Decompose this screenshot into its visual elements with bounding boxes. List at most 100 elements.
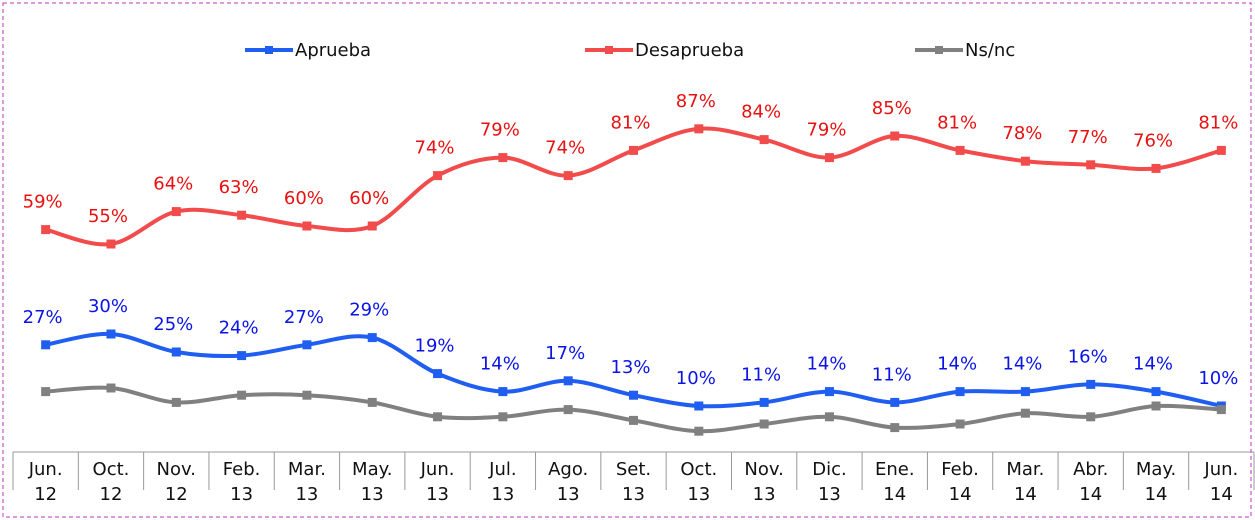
x-tick-label: 12 [100, 484, 123, 505]
point [433, 369, 443, 379]
x-tick-label: 13 [753, 484, 776, 505]
x-tick-label: 13 [230, 484, 253, 505]
data-label: 14% [937, 354, 977, 375]
point [237, 390, 247, 400]
data-label: 10% [676, 368, 716, 389]
x-tick-label: Mar. [288, 459, 326, 480]
data-label: 16% [1068, 346, 1108, 367]
data-label: 10% [1198, 368, 1238, 389]
point [367, 221, 377, 231]
point [955, 387, 965, 397]
legend-marker [605, 46, 613, 54]
x-tick-label: 14 [949, 484, 972, 505]
point [237, 351, 247, 361]
x-tick-label: Mar. [1006, 459, 1044, 480]
point [1151, 387, 1161, 397]
data-label: 27% [23, 307, 63, 328]
point [498, 412, 508, 422]
x-tick-label: 12 [165, 484, 188, 505]
data-label: 77% [1068, 127, 1108, 148]
data-label: 14% [1133, 354, 1173, 375]
point [106, 383, 116, 393]
point [759, 135, 769, 145]
point [106, 329, 116, 339]
point [367, 397, 377, 407]
x-tick-label: 13 [361, 484, 384, 505]
x-tick-label: May. [1136, 459, 1176, 480]
point [1020, 156, 1030, 166]
x-tick-label: 13 [557, 484, 580, 505]
data-label: 87% [676, 91, 716, 112]
data-label: 14% [1002, 354, 1042, 375]
data-label: 81% [937, 112, 977, 133]
point [890, 397, 900, 407]
legend-marker [935, 46, 943, 54]
data-label: 60% [349, 188, 389, 209]
x-tick-label: Ene. [875, 459, 915, 480]
x-tick-label: Jun. [28, 459, 63, 480]
x-tick-label: 13 [818, 484, 841, 505]
x-tick-label: Set. [616, 459, 651, 480]
data-label: 84% [741, 102, 781, 123]
x-tick-label: 14 [1079, 484, 1102, 505]
data-label: 74% [545, 138, 585, 159]
point [433, 412, 443, 422]
x-tick-label: Oct. [93, 459, 130, 480]
point [41, 387, 51, 397]
point [694, 124, 704, 134]
x-tick-label: 13 [295, 484, 318, 505]
point [1151, 163, 1161, 173]
point [1086, 412, 1096, 422]
point [955, 145, 965, 155]
point [694, 401, 704, 411]
x-tick-label: Oct. [680, 459, 717, 480]
legend-label: Aprueba [295, 40, 371, 61]
point [1086, 379, 1096, 389]
x-tick-label: Jun. [1203, 459, 1238, 480]
point [824, 153, 834, 163]
point [629, 415, 638, 425]
x-tick-label: 14 [1210, 484, 1233, 505]
point [955, 419, 965, 429]
legend-marker [265, 46, 273, 54]
data-label: 11% [872, 364, 912, 385]
point [171, 207, 181, 217]
x-tick-label: 13 [622, 484, 645, 505]
x-tick-label: 13 [687, 484, 710, 505]
data-label: 85% [872, 98, 912, 119]
data-label: 30% [88, 296, 128, 317]
x-tick-label: Dic. [812, 459, 846, 480]
x-tick-label: 13 [491, 484, 514, 505]
x-tick-label: 14 [1145, 484, 1168, 505]
data-label: 17% [545, 343, 585, 364]
data-label: 81% [1198, 112, 1238, 133]
x-tick-label: Jul. [488, 459, 516, 480]
data-label: 19% [415, 336, 455, 357]
point [302, 340, 312, 350]
point [41, 225, 51, 235]
data-label: 78% [1002, 123, 1042, 144]
point [1151, 401, 1161, 411]
x-tick-label: 14 [883, 484, 906, 505]
point [563, 376, 573, 386]
data-label: 14% [806, 354, 846, 375]
data-label: 79% [480, 120, 520, 141]
point [1020, 387, 1030, 397]
x-tick-label: Feb. [223, 459, 261, 480]
point [1086, 160, 1096, 170]
data-label: 76% [1133, 130, 1173, 151]
x-tick-label: 13 [426, 484, 449, 505]
data-label: 79% [806, 120, 846, 141]
point [1216, 405, 1226, 415]
data-label: 14% [480, 354, 520, 375]
data-label: 55% [88, 206, 128, 227]
point [433, 171, 443, 181]
data-label: 74% [415, 138, 455, 159]
point [890, 131, 900, 141]
legend-label: Ns/nc [965, 40, 1015, 61]
point [498, 387, 508, 397]
point [237, 210, 247, 220]
